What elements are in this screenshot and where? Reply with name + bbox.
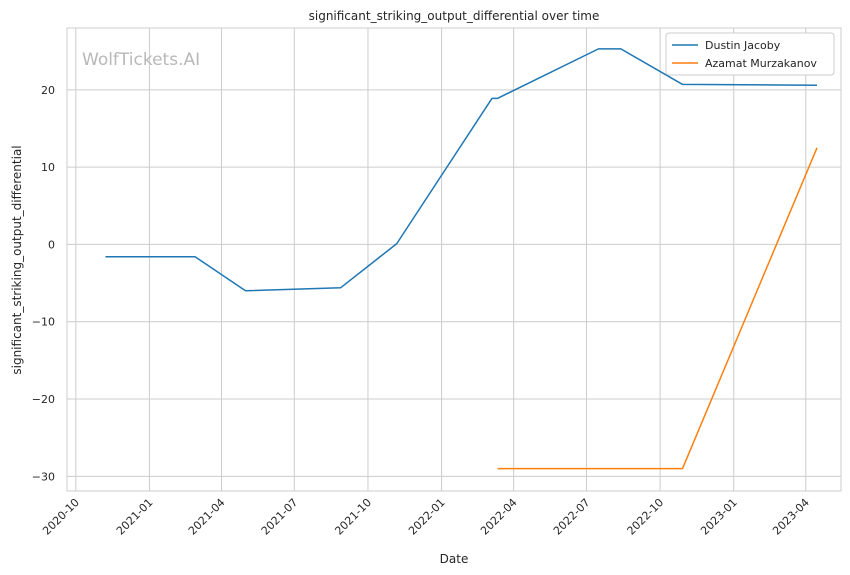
legend: Dustin Jacoby Azamat Murzakanov	[665, 32, 835, 76]
chart-title: significant_striking_output_differential…	[309, 9, 600, 23]
x-axis-label: Date	[440, 552, 469, 566]
y-tick-label-0: 0	[48, 238, 55, 251]
plot-area-frame	[66, 27, 842, 492]
y-axis-label: significant_striking_output_differential	[10, 145, 24, 374]
y-tick-label-10: 10	[41, 161, 55, 174]
series-lines	[105, 48, 818, 470]
y-tick-label-20: 20	[41, 84, 55, 97]
y-tick-labels: −30 −20 −10 0 10 20	[32, 84, 55, 483]
series-line-dustin-jacoby	[105, 48, 817, 292]
watermark: WolfTickets.AI	[82, 50, 200, 70]
y-tick-label-30: −30	[32, 470, 55, 483]
legend-label-azamat-murzakanov: Azamat Murzakanov	[705, 57, 817, 70]
legend-label-dustin-jacoby: Dustin Jacoby	[705, 39, 781, 52]
y-tick-label-20: −20	[32, 393, 55, 406]
series-line-azamat-murzakanov	[497, 147, 818, 470]
legend-box	[665, 32, 835, 76]
y-tick-label-10: −10	[32, 316, 55, 329]
